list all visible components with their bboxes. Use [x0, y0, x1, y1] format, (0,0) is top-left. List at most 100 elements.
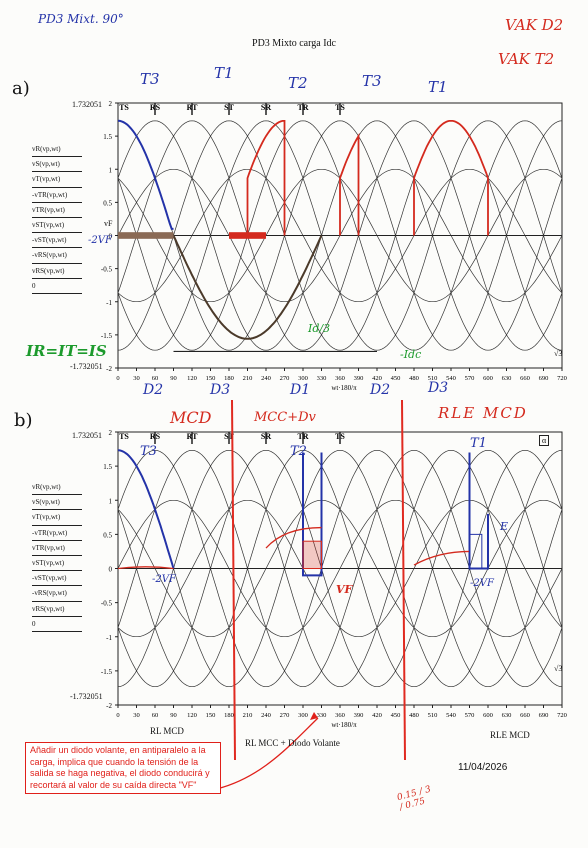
panel-b-e-note: E [500, 520, 509, 533]
panel-a-d2-label: D2 [143, 382, 164, 398]
panel-a-xtick-label: 30 [133, 375, 140, 382]
handwritten-vak-d2: VAK D2 [505, 16, 564, 34]
legend-panel-a: vR(vp,wt) vS(vp,wt) vT(vp,wt) -vTR(vp,wt) vT… [32, 142, 82, 295]
panel-a-d2b-label: D2 [370, 382, 391, 398]
panel-a-xtick-label: 150 [206, 375, 216, 382]
panel-b-xtick-label: 0 [116, 712, 119, 719]
panel-b-ytop: 1.732051 [72, 431, 102, 440]
legend-entry: -vST(vp,wt) [32, 571, 82, 587]
panel-b-voltage-curve [117, 449, 563, 688]
panel-a-output-blue [117, 119, 174, 230]
panel-a-d1-label: D1 [290, 382, 311, 398]
panel-a-xlabel: wt·180/π [331, 384, 357, 392]
panel-a-xtick-label: 210 [243, 375, 253, 382]
panel-b-vf-note: -2VF [152, 574, 176, 585]
panel-a-phase-label: TS [119, 103, 129, 112]
panel-b-xtick-label: 390 [354, 712, 364, 719]
panel-b-mcd-note: MCD [170, 408, 212, 427]
legend-entry: vR(vp,wt) [32, 480, 82, 496]
panel-a-xtick-label: 240 [261, 375, 271, 382]
panel-b-mccdv-note: MCC+Dv [254, 410, 316, 425]
legend-entry: -vST(vp,wt) [32, 233, 82, 249]
panel-a-xtick-label: 660 [520, 375, 530, 382]
panel-b-current-red [117, 566, 174, 570]
panel-b-label: b) [14, 410, 33, 431]
panel-a-ytick-label: -2 [106, 365, 112, 373]
explanation-note: Añadir un diodo volante, en antiparalelo… [25, 742, 221, 794]
case-rl-mcd-label: RL MCD [150, 726, 184, 736]
panel-a-output-red [339, 132, 360, 236]
case-rl-mcc-label: RL MCC + Diodo Volante [245, 738, 340, 748]
handwritten-title: PD3 Mixt. 90° [38, 12, 124, 26]
panel-b-hatched-region [302, 540, 322, 570]
panel-a-sqrt3: √3 [554, 349, 563, 358]
panel-b-xtick-label: 600 [483, 712, 493, 719]
panel-b-vf2-note: VF [336, 583, 353, 596]
legend-panel-b: vR(vp,wt) vS(vp,wt) vT(vp,wt) -vTR(vp,wt) vT… [32, 480, 82, 633]
panel-a-ytick-label: 0 [109, 233, 113, 241]
panel-b-xtick-label: 420 [372, 712, 382, 719]
legend-entry: vR(vp,wt) [32, 142, 82, 158]
panel-a-xtick-label: 540 [446, 375, 456, 382]
panel-b-xtick-label: 60 [152, 712, 159, 719]
panel-b-sqrt3: √3 [554, 664, 563, 673]
panel-b-rle-note: RLE MCD [438, 404, 528, 422]
page-title: PD3 Mixto carga Idc [252, 38, 336, 49]
panel-a-t1-label: T1 [214, 64, 234, 82]
panel-b-ytick-label: 1 [109, 497, 113, 505]
panel-b-t3-label: T3 [140, 444, 157, 459]
panel-a-xtick-label: 120 [187, 375, 197, 382]
legend-entry: vS(vp,wt) [32, 495, 82, 511]
panel-b-xtick-label: 180 [224, 712, 234, 719]
panel-b-ytick-label: 0 [109, 566, 113, 574]
panel-a-output-red [413, 120, 489, 236]
panel-b-t2-label: T2 [290, 444, 307, 459]
panel-b-ytick-label: -2 [106, 702, 112, 710]
panel-a-ybot: -1.732051 [70, 362, 103, 371]
panel-a-ytick-label: 1.5 [103, 133, 112, 141]
legend-entry: -vTR(vp,wt) [32, 188, 82, 203]
legend-entry: vS(vp,wt) [32, 157, 82, 173]
panel-b-xtick-label: 540 [446, 712, 456, 719]
panel-b-xtick-label: 240 [261, 712, 271, 719]
panel-a-vf-note: -2VF [88, 235, 112, 246]
panel-a-xtick-label: 0 [116, 375, 119, 382]
panel-a-ytick-label: 2 [109, 100, 113, 108]
panel-b-output-blue [117, 449, 175, 569]
handwritten-vak-t2: VAK T2 [498, 50, 555, 68]
panel-a-xtick-label: 630 [502, 375, 512, 382]
panel-a-xtick-label: 300 [298, 375, 308, 382]
panel-b-xtick-label: 150 [206, 712, 216, 719]
panel-b-xtick-label: 90 [170, 712, 177, 719]
panel-a-idc3-note: Id/3 [308, 322, 331, 335]
panel-a-xtick-label: 270 [280, 375, 290, 382]
panel-a-ytick-label: -1 [106, 299, 112, 307]
legend-entry: vT(vp,wt) [32, 510, 82, 526]
panel-b-t1-label: T1 [470, 436, 487, 451]
panel-b-xtick-label: 270 [280, 712, 290, 719]
panel-a-d3b-label: D3 [428, 380, 449, 396]
panel-a-ytop: 1.732051 [72, 100, 102, 109]
legend-entry: -vRS(vp,wt) [32, 586, 82, 602]
panel-a-xtick-label: 330 [317, 375, 327, 382]
panel-b-xtick-label: 30 [133, 712, 140, 719]
panel-b-case-divider [231, 399, 236, 761]
panel-a-vf-band [229, 232, 266, 239]
panel-b-xtick-label: 570 [465, 712, 475, 719]
legend-entry: vTR(vp,wt) [32, 203, 82, 219]
panel-b-xtick-label: 720 [557, 712, 567, 719]
panel-b-xtick-label: 300 [298, 712, 308, 719]
panel-a-xtick-label: 390 [354, 375, 364, 382]
panel-a-ytick-label: 1 [109, 166, 113, 174]
panel-a-xtick-label: 480 [409, 375, 419, 382]
panel-b-xtick-label: 330 [317, 712, 327, 719]
panel-a-xtick-label: 60 [152, 375, 159, 382]
panel-b-current-red [265, 526, 322, 549]
panel-a-ytick-label: -1.5 [101, 332, 113, 340]
panel-b-xtick-label: 120 [187, 712, 197, 719]
panel-a-xtick-label: 90 [170, 375, 177, 382]
panel-b-vf3-note: -2VF [470, 578, 494, 589]
panel-b-ytick-label: 1.5 [103, 463, 112, 471]
panel-a-t3b-label: T3 [362, 72, 382, 90]
panel-a-xtick-label: 420 [372, 375, 382, 382]
